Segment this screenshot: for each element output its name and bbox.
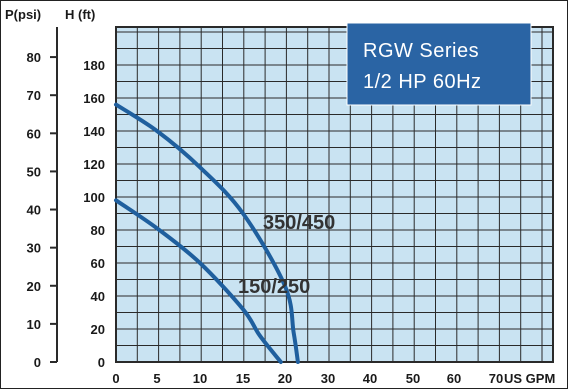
- x-tick-label: 15: [236, 371, 250, 386]
- chart-title-line-2: 1/2 HP 60Hz: [363, 71, 482, 93]
- series-title-box: RGW Series 1/2 HP 60Hz: [346, 22, 532, 106]
- chart-title-line-1: RGW Series: [363, 40, 479, 62]
- head-tick-label: 0: [98, 355, 105, 370]
- plot-border: [115, 26, 554, 363]
- psi-axis-title: P(psi): [5, 7, 41, 22]
- curve-label-350-450: 350/450: [263, 212, 335, 234]
- head-tick-label: 180: [83, 58, 105, 73]
- head-tick-label: 20: [91, 322, 105, 337]
- curves: [114, 102, 300, 364]
- psi-tick-label: 50: [27, 164, 41, 179]
- psi-tick-label: 10: [27, 317, 41, 332]
- psi-tick-label: 0: [34, 355, 41, 370]
- psi-axis: 0 10 20 30 40 50 60 70 80: [27, 27, 58, 370]
- x-tick-label: 20: [278, 371, 292, 386]
- head-axis: 0 20 40 60 80 100 120 140 160 180: [83, 58, 105, 370]
- head-tick-label: 80: [91, 223, 105, 238]
- psi-tick-label: 70: [27, 88, 41, 103]
- head-axis-title: H (ft): [65, 7, 95, 22]
- x-tick-label: 50: [406, 371, 420, 386]
- head-tick-label: 140: [83, 124, 105, 139]
- psi-tick-label: 30: [27, 241, 41, 256]
- head-tick-label: 160: [83, 91, 105, 106]
- vertical-gridlines: [136, 27, 543, 362]
- head-tick-label: 100: [83, 190, 105, 205]
- head-tick-label: 120: [83, 157, 105, 172]
- x-axis: 0 5 10 15 20 30 40 50 60 70 US GPM: [112, 371, 555, 386]
- x-tick-label: 60: [447, 371, 461, 386]
- x-tick-label: 30: [321, 371, 335, 386]
- x-unit-label: US GPM: [504, 371, 555, 386]
- psi-tick-label: 60: [27, 126, 41, 141]
- head-tick-label: 60: [91, 256, 105, 271]
- curve-label-150-250: 150/250: [238, 276, 310, 298]
- head-tick-label: 40: [91, 289, 105, 304]
- curve-150-250: [114, 198, 283, 364]
- title-box-bg: [346, 22, 532, 106]
- psi-tick-label: 80: [27, 50, 41, 65]
- curve-350-450: [114, 102, 300, 364]
- x-tick-label: 40: [363, 371, 377, 386]
- x-tick-label: 70: [489, 371, 503, 386]
- x-tick-label: 0: [112, 371, 119, 386]
- psi-tick-label: 40: [27, 203, 41, 218]
- x-tick-label: 5: [153, 371, 160, 386]
- x-tick-label: 10: [193, 371, 207, 386]
- psi-tick-label: 20: [27, 279, 41, 294]
